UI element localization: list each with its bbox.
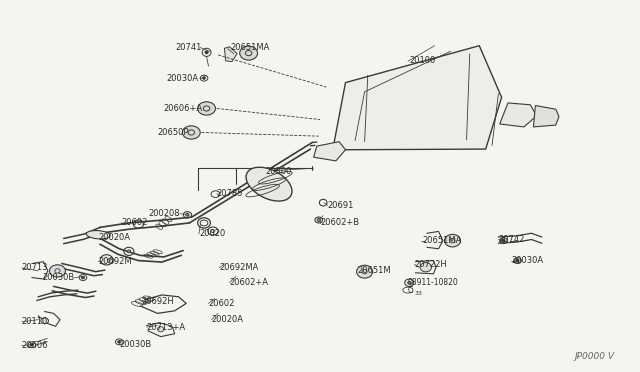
Text: 20713: 20713 bbox=[22, 263, 48, 272]
Ellipse shape bbox=[100, 255, 113, 265]
Ellipse shape bbox=[86, 231, 110, 239]
Ellipse shape bbox=[445, 234, 461, 247]
Text: 20692H: 20692H bbox=[141, 297, 174, 306]
Text: 20651MA: 20651MA bbox=[231, 43, 270, 52]
Text: 20602+A: 20602+A bbox=[230, 278, 269, 287]
Ellipse shape bbox=[49, 265, 65, 277]
Text: 20692M: 20692M bbox=[99, 257, 132, 266]
Text: 20602: 20602 bbox=[121, 218, 148, 227]
Ellipse shape bbox=[81, 276, 84, 279]
Text: 33: 33 bbox=[414, 291, 422, 296]
Text: 08911-10820: 08911-10820 bbox=[408, 278, 459, 287]
Text: 20602: 20602 bbox=[209, 299, 235, 308]
Text: 20606+A: 20606+A bbox=[163, 104, 202, 113]
Text: 20722H: 20722H bbox=[414, 260, 447, 269]
Polygon shape bbox=[500, 103, 537, 127]
Ellipse shape bbox=[186, 214, 189, 216]
Text: 20606: 20606 bbox=[22, 341, 48, 350]
Ellipse shape bbox=[118, 340, 121, 343]
Text: 20300: 20300 bbox=[266, 167, 292, 176]
Ellipse shape bbox=[157, 327, 164, 332]
Ellipse shape bbox=[240, 46, 257, 60]
Ellipse shape bbox=[30, 343, 33, 346]
Ellipse shape bbox=[408, 281, 411, 284]
Text: 20785: 20785 bbox=[217, 189, 243, 198]
Text: 20651MA: 20651MA bbox=[422, 236, 461, 245]
Polygon shape bbox=[333, 46, 502, 150]
Text: 20030B: 20030B bbox=[119, 340, 152, 349]
Polygon shape bbox=[314, 142, 346, 161]
Ellipse shape bbox=[502, 239, 505, 242]
Ellipse shape bbox=[41, 318, 49, 324]
Text: 20713+A: 20713+A bbox=[147, 323, 186, 331]
Text: 20030A: 20030A bbox=[167, 74, 199, 83]
Text: 20602+B: 20602+B bbox=[320, 218, 359, 227]
Text: 20691: 20691 bbox=[328, 201, 354, 210]
Ellipse shape bbox=[317, 218, 320, 221]
Text: 20651M: 20651M bbox=[357, 266, 390, 275]
Text: 20020A: 20020A bbox=[212, 315, 244, 324]
Ellipse shape bbox=[420, 263, 431, 272]
Ellipse shape bbox=[516, 259, 519, 262]
Ellipse shape bbox=[127, 250, 131, 253]
Text: C: C bbox=[408, 286, 413, 295]
Text: 20692MA: 20692MA bbox=[220, 263, 259, 272]
Text: 20110: 20110 bbox=[22, 317, 48, 326]
Text: 20650P: 20650P bbox=[158, 128, 189, 137]
Text: 20742: 20742 bbox=[499, 235, 525, 244]
Text: 20030A: 20030A bbox=[511, 256, 543, 265]
Text: 20020: 20020 bbox=[199, 230, 225, 238]
Ellipse shape bbox=[246, 167, 292, 201]
Ellipse shape bbox=[182, 126, 200, 139]
Ellipse shape bbox=[203, 77, 205, 79]
Text: 200208: 200208 bbox=[148, 209, 180, 218]
Text: JP0000 V: JP0000 V bbox=[574, 352, 614, 361]
Ellipse shape bbox=[205, 51, 208, 54]
Polygon shape bbox=[225, 47, 237, 62]
Ellipse shape bbox=[198, 102, 216, 115]
Text: 20020A: 20020A bbox=[99, 233, 131, 242]
Text: 20741: 20741 bbox=[176, 43, 202, 52]
Text: 20100: 20100 bbox=[409, 56, 435, 65]
Polygon shape bbox=[534, 106, 559, 127]
Text: 20030B: 20030B bbox=[42, 273, 75, 282]
Ellipse shape bbox=[356, 265, 372, 278]
